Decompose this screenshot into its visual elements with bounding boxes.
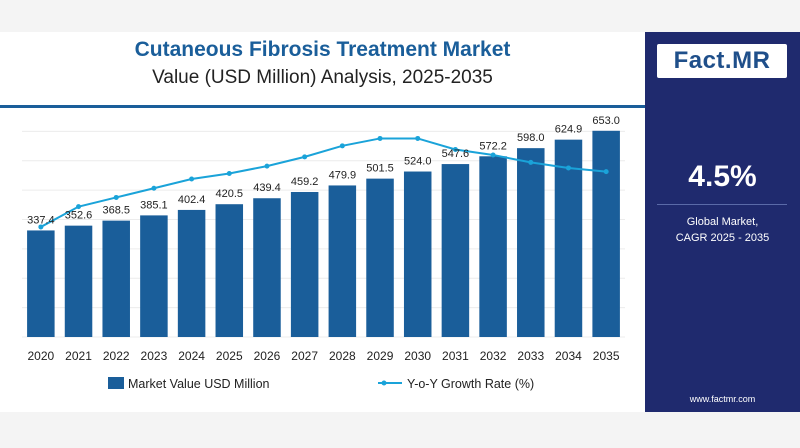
bar-2024 xyxy=(177,209,206,337)
x-tick-2034: 2034 xyxy=(555,349,582,363)
growth-point-2023 xyxy=(151,185,157,191)
cagr-label: Global Market, CAGR 2025 - 2035 xyxy=(645,214,800,246)
sidebar-divider xyxy=(657,204,787,205)
x-tick-2029: 2029 xyxy=(367,349,394,363)
bar-2030 xyxy=(403,171,432,337)
x-tick-2024: 2024 xyxy=(178,349,205,363)
data-label-2033: 598.0 xyxy=(517,132,545,144)
x-tick-2022: 2022 xyxy=(103,349,130,363)
logo-text: Fact.MR xyxy=(673,47,771,74)
growth-point-2020 xyxy=(38,224,44,230)
bar-2020 xyxy=(27,230,55,337)
bar-2034 xyxy=(554,139,583,337)
data-label-2023: 385.1 xyxy=(140,199,168,211)
x-tick-2032: 2032 xyxy=(480,349,507,363)
legend-line-marker xyxy=(381,380,387,386)
bar-2023 xyxy=(140,215,168,337)
chart-plot: 337.4 352.6 368.5 385.1 402.4 420.5 439.4 459.2… xyxy=(22,115,625,391)
x-tick-2028: 2028 xyxy=(329,349,356,363)
legend: Market Value USD Million Y-o-Y Growth Rat… xyxy=(108,377,534,391)
x-tick-2035: 2035 xyxy=(593,349,620,363)
chart-title: Cutaneous Fibrosis Treatment Market xyxy=(134,38,511,61)
website-link[interactable]: www.factmr.com xyxy=(689,394,756,404)
growth-point-2035 xyxy=(603,169,609,175)
growth-point-2024 xyxy=(189,176,195,182)
data-label-2028: 479.9 xyxy=(329,169,357,181)
cagr-label-line1: Global Market, xyxy=(686,216,759,228)
bar-2033 xyxy=(517,148,545,337)
x-tick-2033: 2033 xyxy=(517,349,544,363)
growth-point-2034 xyxy=(565,165,571,171)
growth-point-2032 xyxy=(490,152,496,158)
growth-point-2031 xyxy=(452,147,458,153)
growth-polyline xyxy=(40,137,607,228)
bar-2021 xyxy=(64,225,93,337)
legend-label-line: Y-o-Y Growth Rate (%) xyxy=(407,377,534,391)
growth-point-2022 xyxy=(113,194,119,200)
growth-point-2026 xyxy=(264,163,270,169)
cagr-value: 4.5% xyxy=(688,160,757,193)
data-label-2022: 368.5 xyxy=(102,205,130,217)
x-axis-ticks: 2020 2021 2022 2023 2024 2025 2026 2027 2028 2029… xyxy=(27,349,619,363)
bar-2026 xyxy=(253,198,281,337)
data-labels: 337.4 352.6 368.5 385.1 402.4 420.5 439.4 459.2… xyxy=(27,115,620,227)
growth-line xyxy=(38,135,609,230)
x-tick-2030: 2030 xyxy=(404,349,431,363)
growth-point-2027 xyxy=(302,154,308,160)
data-label-2025: 420.5 xyxy=(216,188,244,200)
factmr-logo: Fact.MR xyxy=(657,44,787,78)
title-divider xyxy=(0,105,645,108)
growth-point-2025 xyxy=(226,170,232,176)
bars xyxy=(27,130,620,337)
growth-point-2029 xyxy=(377,135,383,141)
x-tick-2026: 2026 xyxy=(254,349,281,363)
x-tick-2021: 2021 xyxy=(65,349,92,363)
x-tick-2025: 2025 xyxy=(216,349,243,363)
bottom-band xyxy=(0,412,800,448)
chart-subtitle: Value (USD Million) Analysis, 2025-2035 xyxy=(152,67,493,88)
data-label-2034: 624.9 xyxy=(555,124,583,136)
data-label-2035: 653.0 xyxy=(592,115,620,127)
growth-point-2021 xyxy=(76,204,82,210)
data-label-2031: 547.6 xyxy=(442,148,470,160)
data-label-2024: 402.4 xyxy=(178,194,206,206)
data-label-2027: 459.2 xyxy=(291,176,319,188)
bar-2032 xyxy=(479,156,507,337)
bar-2025 xyxy=(215,204,244,337)
growth-point-2030 xyxy=(415,135,421,141)
bar-2028 xyxy=(328,185,357,337)
legend-bar-swatch xyxy=(108,377,124,389)
data-label-2020: 337.4 xyxy=(27,214,55,226)
bar-2031 xyxy=(441,164,470,337)
bar-2027 xyxy=(290,191,319,337)
bar-2035 xyxy=(592,130,620,337)
data-label-2030: 524.0 xyxy=(404,156,432,168)
data-label-2032: 572.2 xyxy=(479,140,507,152)
data-label-2029: 501.5 xyxy=(366,163,394,175)
legend-label-bars: Market Value USD Million xyxy=(128,377,270,391)
cagr-label-line2: CAGR 2025 - 2035 xyxy=(675,232,770,244)
bar-2022 xyxy=(102,220,130,337)
x-tick-2027: 2027 xyxy=(291,349,318,363)
x-tick-2020: 2020 xyxy=(27,349,54,363)
sidebar-panel: Fact.MR 4.5% Global Market, CAGR 2025 - … xyxy=(645,32,800,412)
x-tick-2031: 2031 xyxy=(442,349,469,363)
data-label-2021: 352.6 xyxy=(65,210,93,222)
bar-2029 xyxy=(366,178,394,337)
top-band xyxy=(0,0,800,32)
growth-point-2028 xyxy=(339,143,345,149)
data-label-2026: 439.4 xyxy=(253,182,281,194)
growth-point-2033 xyxy=(528,159,534,165)
x-tick-2023: 2023 xyxy=(141,349,168,363)
